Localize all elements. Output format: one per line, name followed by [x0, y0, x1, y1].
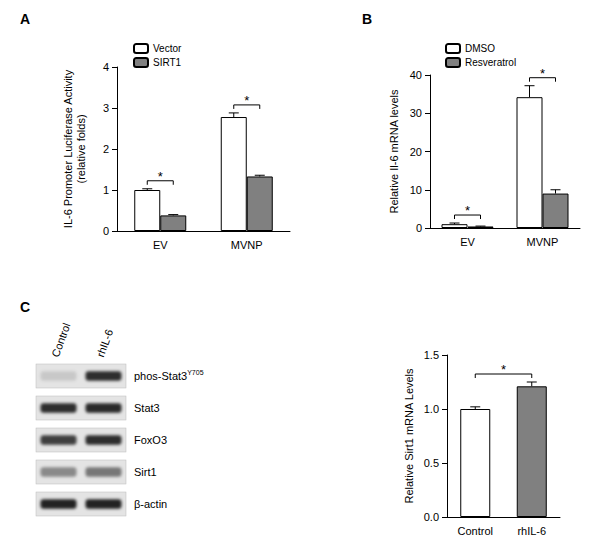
svg-text:0.5: 0.5 — [424, 457, 439, 469]
svg-text:*: * — [540, 66, 545, 81]
svg-text:*: * — [158, 169, 163, 184]
svg-text:A: A — [20, 11, 30, 27]
svg-text:1.0: 1.0 — [424, 403, 439, 415]
svg-text:B: B — [362, 11, 372, 27]
svg-text:EV: EV — [460, 236, 475, 248]
svg-text:0: 0 — [103, 225, 109, 237]
svg-text:Resveratrol: Resveratrol — [465, 57, 516, 68]
svg-text:*: * — [465, 203, 470, 218]
svg-text:20: 20 — [410, 146, 422, 158]
svg-text:3: 3 — [103, 102, 109, 114]
svg-text:rhIL-6: rhIL-6 — [517, 525, 546, 537]
svg-text:Vector: Vector — [153, 43, 182, 54]
svg-text:MVNP: MVNP — [527, 236, 559, 248]
svg-text:*: * — [244, 93, 249, 108]
svg-text:IL-6 Promoter Luciferase Activ: IL-6 Promoter Luciferase Activity — [62, 69, 74, 228]
svg-text:1: 1 — [103, 184, 109, 196]
svg-text:MVNP: MVNP — [231, 239, 263, 251]
svg-text:0.0: 0.0 — [424, 511, 439, 523]
svg-text:2: 2 — [103, 143, 109, 155]
svg-text:1.5: 1.5 — [424, 349, 439, 361]
svg-text:DMSO: DMSO — [465, 43, 495, 54]
svg-text:Control: Control — [49, 321, 72, 358]
svg-text:30: 30 — [410, 107, 422, 119]
svg-text:Relative Sirt1 mRNA Levels: Relative Sirt1 mRNA Levels — [403, 368, 415, 504]
svg-text:Stat3: Stat3 — [134, 402, 160, 414]
svg-text:40: 40 — [410, 69, 422, 81]
svg-text:phos-Stat3Y705: phos-Stat3Y705 — [134, 369, 204, 382]
svg-text:10: 10 — [410, 184, 422, 196]
svg-text:SIRT1: SIRT1 — [153, 57, 182, 68]
svg-text:rhIL-6: rhIL-6 — [94, 328, 115, 359]
svg-text:4: 4 — [103, 61, 109, 73]
svg-text:β-actin: β-actin — [134, 498, 167, 510]
svg-text:C: C — [20, 299, 30, 315]
svg-text:(relative folds): (relative folds) — [75, 114, 87, 183]
svg-text:EV: EV — [153, 239, 168, 251]
svg-text:*: * — [501, 362, 506, 377]
svg-text:Relative Il-6 mRNA levels: Relative Il-6 mRNA levels — [388, 89, 400, 214]
svg-text:Control: Control — [458, 525, 493, 537]
svg-text:FoxO3: FoxO3 — [134, 434, 167, 446]
svg-text:Sirt1: Sirt1 — [134, 466, 157, 478]
svg-text:0: 0 — [416, 222, 422, 234]
